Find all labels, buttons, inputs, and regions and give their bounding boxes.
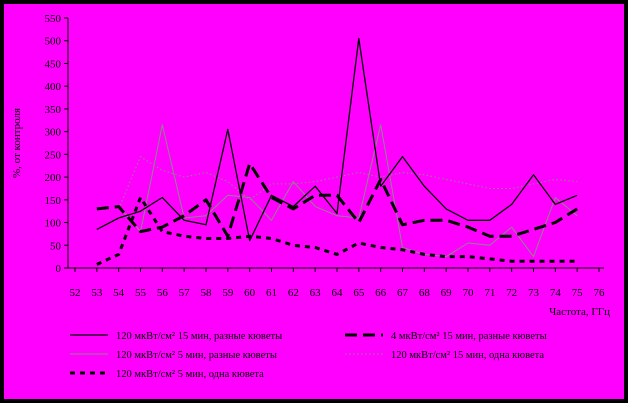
series-line-1 [96, 37, 578, 242]
y-tick-label: 500 [45, 36, 62, 48]
x-tick-label: 75 [572, 287, 584, 299]
x-tick-label: 64 [332, 287, 344, 299]
x-tick-label: 60 [244, 287, 256, 299]
plot-area [68, 18, 604, 268]
x-tick-label: 73 [528, 287, 540, 299]
y-tick-label: 250 [45, 149, 62, 161]
y-tick-label: 100 [45, 218, 62, 230]
series-line-4 [118, 156, 578, 210]
series-line-5 [96, 196, 578, 266]
x-tick-label: 52 [70, 287, 81, 299]
legend: 120 мкВт/см² 15 мин, разные кюветы 4 мкВт… [70, 331, 547, 380]
y-axis-label: %, от контроля [11, 108, 23, 178]
series-line-2 [96, 162, 578, 238]
y-tick-label: 150 [45, 195, 62, 207]
legend-label-2: 4 мкВт/см² 15 мин, разные кюветы [391, 331, 547, 342]
y-tick-label: 350 [45, 104, 62, 116]
x-tick-label: 57 [179, 287, 191, 299]
x-tick-label: 68 [419, 287, 431, 299]
y-tick-label: 550 [45, 13, 62, 25]
x-tick-label: 71 [484, 287, 495, 299]
x-tick-label: 61 [266, 287, 277, 299]
y-tick-label: 0 [56, 263, 62, 275]
x-tick-label: 72 [506, 287, 517, 299]
axes [64, 17, 604, 272]
legend-label-5: 120 мкВт/см² 5 мин, одна кювета [116, 369, 264, 380]
y-tick-label: 200 [45, 172, 62, 184]
x-tick-label: 74 [550, 287, 562, 299]
x-tick-label: 76 [594, 287, 606, 299]
series-layer [96, 37, 578, 266]
x-tick-label: 54 [113, 287, 125, 299]
x-tick-label: 67 [397, 287, 409, 299]
x-tick-label: 69 [441, 287, 453, 299]
y-tick-label: 300 [45, 127, 62, 139]
x-tick-label: 66 [375, 287, 387, 299]
x-tick-label: 58 [201, 287, 213, 299]
x-tick-label: 65 [353, 287, 365, 299]
y-tick-label: 50 [50, 240, 62, 252]
x-tick-label: 62 [288, 287, 299, 299]
x-tick-label: 53 [91, 287, 103, 299]
x-tick-label: 59 [222, 287, 234, 299]
x-axis-label: Частота, ГГц [549, 306, 610, 318]
x-tick-label: 63 [310, 287, 322, 299]
legend-label-3: 120 мкВт/см² 5 мин, разные кюветы [116, 350, 277, 361]
legend-label-1: 120 мкВт/см² 15 мин, разные кюветы [116, 331, 282, 342]
x-tick-label: 55 [135, 287, 147, 299]
legend-label-4: 120 мкВт/см² 15 мин, одна кювета [391, 350, 544, 361]
tick-labels: 0 50 100 150 200 250 300 350 400 450 500 550 52 53 54 5… [45, 13, 606, 299]
y-tick-label: 450 [45, 58, 62, 70]
x-tick-label: 70 [463, 287, 475, 299]
y-tick-label: 400 [45, 81, 62, 93]
x-tick-label: 56 [157, 287, 169, 299]
